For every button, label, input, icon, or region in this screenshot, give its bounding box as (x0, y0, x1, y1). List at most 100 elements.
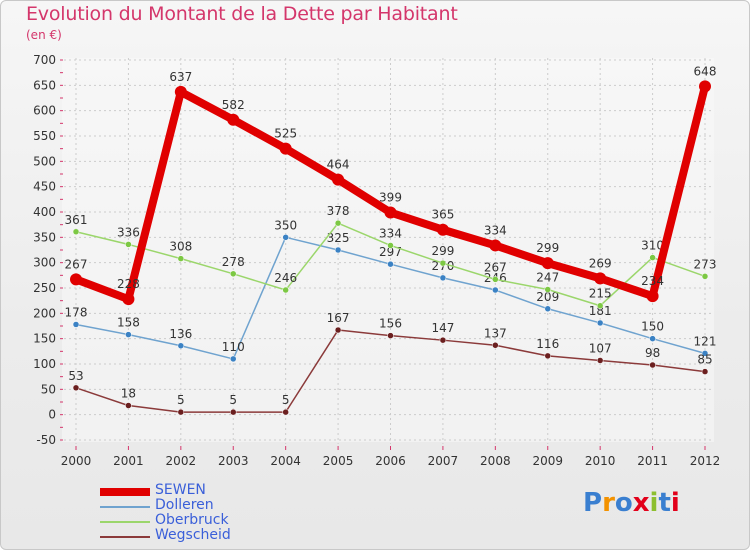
y-tick-label: 400 (33, 205, 56, 219)
x-tick-label: 2009 (532, 454, 563, 468)
data-label-wegscheid: 5 (282, 393, 290, 407)
data-point-oberbruck (596, 302, 604, 309)
y-tick-label: 700 (33, 53, 56, 67)
data-label-sewen: 334 (484, 223, 507, 237)
data-label-oberbruck: 273 (694, 257, 717, 271)
data-point-dolleren (387, 260, 394, 268)
data-label-dolleren: 297 (379, 245, 402, 259)
data-label-oberbruck: 267 (484, 260, 507, 274)
data-label-dolleren: 209 (536, 290, 559, 304)
data-label-sewen: 299 (536, 241, 559, 255)
y-tick-label: 550 (33, 129, 56, 143)
data-point-sewen (384, 206, 397, 219)
data-point-oberbruck (649, 254, 656, 261)
x-tick-label: 2008 (480, 454, 511, 468)
y-tick-label: 0 (48, 408, 56, 422)
y-tick-label: 500 (33, 154, 56, 168)
data-point-oberbruck (334, 219, 342, 227)
legend-label: Oberbruck (155, 512, 229, 528)
data-point-wegscheid (649, 361, 656, 369)
x-tick-label: 2003 (218, 454, 249, 468)
data-point-dolleren (596, 319, 604, 327)
data-label-dolleren: 350 (274, 218, 297, 232)
data-point-sewen (279, 142, 292, 155)
data-label-wegscheid: 107 (589, 341, 612, 355)
data-point-wegscheid (544, 352, 551, 360)
data-label-oberbruck: 215 (589, 287, 612, 301)
data-label-sewen: 648 (694, 64, 717, 78)
logo-letter: x (632, 488, 650, 518)
data-point-wegscheid (596, 357, 604, 364)
data-label-oberbruck: 361 (65, 213, 88, 227)
data-point-wegscheid (439, 336, 447, 344)
x-tick-label: 2005 (323, 454, 354, 468)
data-label-dolleren: 136 (169, 327, 192, 341)
logo-letter: t (658, 488, 671, 518)
data-point-dolleren (334, 246, 342, 254)
data-point-wegscheid (334, 326, 342, 334)
data-label-sewen: 637 (169, 70, 192, 84)
data-label-dolleren: 110 (222, 340, 245, 354)
data-point-oberbruck (492, 276, 499, 283)
legend-label: Wegscheid (155, 527, 231, 543)
data-label-sewen: 582 (222, 98, 245, 112)
data-point-wegscheid (701, 368, 709, 375)
data-label-sewen: 365 (431, 208, 454, 222)
chart-title: Evolution du Montant de la Dette par Hab… (26, 3, 458, 25)
data-label-wegscheid: 167 (327, 311, 350, 325)
data-label-wegscheid: 137 (484, 326, 507, 340)
data-label-sewen: 399 (379, 191, 402, 205)
data-label-wegscheid: 147 (431, 321, 454, 335)
x-tick-label: 2004 (270, 454, 301, 468)
data-label-sewen: 464 (327, 158, 350, 172)
data-point-oberbruck (230, 270, 237, 278)
legend-swatch (100, 506, 150, 508)
data-label-sewen: 234 (641, 274, 664, 288)
y-tick-label: 250 (33, 281, 56, 295)
data-label-oberbruck: 334 (379, 226, 402, 240)
y-tick-label: 200 (33, 306, 56, 320)
x-tick-label: 2002 (166, 454, 197, 468)
data-label-sewen: 228 (117, 277, 140, 291)
data-point-sewen (122, 293, 135, 306)
data-point-dolleren (72, 321, 80, 328)
legend-label: Dolleren (155, 497, 214, 513)
x-tick-label: 2010 (585, 454, 616, 468)
data-point-dolleren (439, 274, 447, 282)
data-point-oberbruck (125, 241, 132, 248)
data-point-sewen (489, 239, 502, 252)
data-label-dolleren: 181 (589, 304, 612, 318)
data-point-sewen (174, 85, 187, 98)
data-point-sewen (227, 113, 240, 126)
x-tick-label: 2006 (375, 454, 406, 468)
data-label-wegscheid: 5 (177, 393, 185, 407)
data-label-sewen: 267 (65, 257, 88, 271)
data-point-dolleren (544, 305, 551, 313)
data-label-oberbruck: 308 (169, 240, 192, 254)
data-point-oberbruck (701, 273, 709, 280)
proxiti-logo: Proxiti (583, 488, 680, 518)
data-label-oberbruck: 378 (327, 204, 350, 218)
data-point-wegscheid (230, 408, 237, 416)
data-label-dolleren: 121 (694, 334, 717, 348)
legend-swatch (100, 521, 150, 523)
data-point-dolleren (230, 355, 237, 363)
y-tick-label: 600 (33, 104, 56, 118)
data-label-wegscheid: 116 (536, 337, 559, 351)
data-point-sewen (699, 80, 711, 93)
y-tick-label: 100 (33, 357, 56, 371)
data-point-sewen (541, 257, 554, 270)
data-label-dolleren: 325 (327, 231, 350, 245)
data-point-sewen (646, 290, 659, 303)
data-point-sewen (332, 173, 345, 186)
data-point-dolleren (649, 335, 656, 342)
data-label-dolleren: 158 (117, 316, 140, 330)
data-label-oberbruck: 246 (274, 271, 297, 285)
data-point-wegscheid (72, 384, 80, 392)
data-label-oberbruck: 336 (117, 225, 140, 239)
y-tick-label: -50 (36, 433, 56, 447)
logo-letter: o (614, 488, 633, 518)
x-tick-label: 2007 (428, 454, 459, 468)
y-tick-label: 150 (33, 332, 56, 346)
